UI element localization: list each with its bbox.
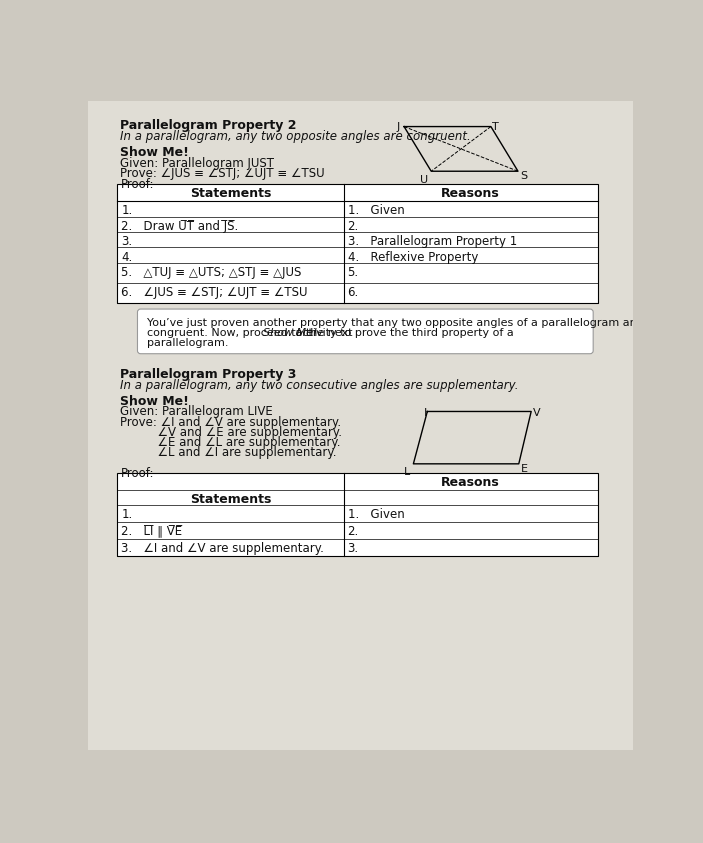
Text: 3.   ∠I and ∠V are supplementary.: 3. ∠I and ∠V are supplementary. (121, 542, 324, 556)
Text: Parallelogram Property 3: Parallelogram Property 3 (120, 368, 297, 380)
Text: 6.: 6. (347, 286, 359, 299)
Text: ∠L and ∠I are supplementary.: ∠L and ∠I are supplementary. (120, 446, 337, 459)
Text: 3.: 3. (347, 542, 359, 556)
Text: Prove: ∠JUS ≡ ∠STJ; ∠UJT ≡ ∠TSU: Prove: ∠JUS ≡ ∠STJ; ∠UJT ≡ ∠TSU (120, 168, 325, 180)
Text: ∠V and ∠E are supplementary.: ∠V and ∠E are supplementary. (120, 426, 342, 439)
Text: V: V (533, 408, 541, 417)
Text: Given: Parallelogram LIVE: Given: Parallelogram LIVE (120, 405, 273, 418)
Text: 2.: 2. (347, 220, 359, 233)
Text: Prove: ∠I and ∠V are supplementary.: Prove: ∠I and ∠V are supplementary. (120, 416, 342, 429)
Text: U: U (420, 175, 428, 185)
Text: 2.: 2. (347, 525, 359, 539)
Text: 3.   Parallelogram Property 1: 3. Parallelogram Property 1 (347, 235, 517, 248)
Text: Reasons: Reasons (441, 187, 500, 201)
Text: In a parallelogram, any two opposite angles are congruent.: In a parallelogram, any two opposite ang… (120, 131, 471, 143)
Text: ∠E and ∠L are supplementary.: ∠E and ∠L are supplementary. (120, 436, 341, 449)
Text: 4.   Reflexive Property: 4. Reflexive Property (347, 250, 478, 264)
Bar (117, 473, 598, 556)
Text: Show Me!: Show Me! (120, 395, 189, 407)
Text: parallelogram.: parallelogram. (147, 338, 228, 348)
Text: 4.: 4. (121, 250, 132, 264)
Text: Show Me!: Show Me! (120, 146, 189, 158)
Text: L: L (404, 467, 411, 477)
Text: Statements: Statements (190, 493, 271, 506)
Text: I: I (424, 408, 427, 417)
Text: 1.: 1. (121, 508, 132, 522)
Text: J: J (396, 122, 399, 132)
Text: In a parallelogram, any two consecutive angles are supplementary.: In a parallelogram, any two consecutive … (120, 379, 519, 392)
Text: Show Me!: Show Me! (262, 328, 317, 338)
Text: 1.   Given: 1. Given (347, 508, 404, 522)
Text: Parallelogram Property 2: Parallelogram Property 2 (120, 119, 297, 132)
Text: T: T (492, 122, 499, 132)
Text: congruent. Now, proceed to the next: congruent. Now, proceed to the next (147, 328, 356, 338)
FancyBboxPatch shape (138, 309, 593, 354)
Text: 5.   △TUJ ≡ △UTS; △STJ ≡ △JUS: 5. △TUJ ≡ △UTS; △STJ ≡ △JUS (121, 266, 302, 279)
Text: 3.: 3. (121, 235, 132, 248)
Text: 6.   ∠JUS ≡ ∠STJ; ∠UJT ≡ ∠TSU: 6. ∠JUS ≡ ∠STJ; ∠UJT ≡ ∠TSU (121, 286, 308, 299)
Text: 2.   L̅I̅ ∥ V̅E̅: 2. L̅I̅ ∥ V̅E̅ (121, 525, 182, 539)
Text: 2.   Draw U̅T̅ and J̅S̅.: 2. Draw U̅T̅ and J̅S̅. (121, 220, 238, 233)
Text: Statements: Statements (190, 187, 271, 201)
Text: You’ve just proven another property that any two opposite angles of a parallelog: You’ve just proven another property that… (147, 319, 640, 328)
Text: 5.: 5. (347, 266, 359, 279)
Text: 1.: 1. (121, 204, 132, 217)
Text: activity to prove the third property of a: activity to prove the third property of … (292, 328, 514, 338)
Text: Reasons: Reasons (441, 476, 500, 489)
Text: S: S (520, 171, 527, 181)
Text: E: E (521, 464, 528, 474)
Text: Proof:: Proof: (120, 178, 154, 191)
Text: Proof:: Proof: (120, 467, 154, 480)
Text: Given: Parallelogram JUST: Given: Parallelogram JUST (120, 157, 274, 169)
Bar (117, 185, 598, 303)
Text: 1.   Given: 1. Given (347, 204, 404, 217)
